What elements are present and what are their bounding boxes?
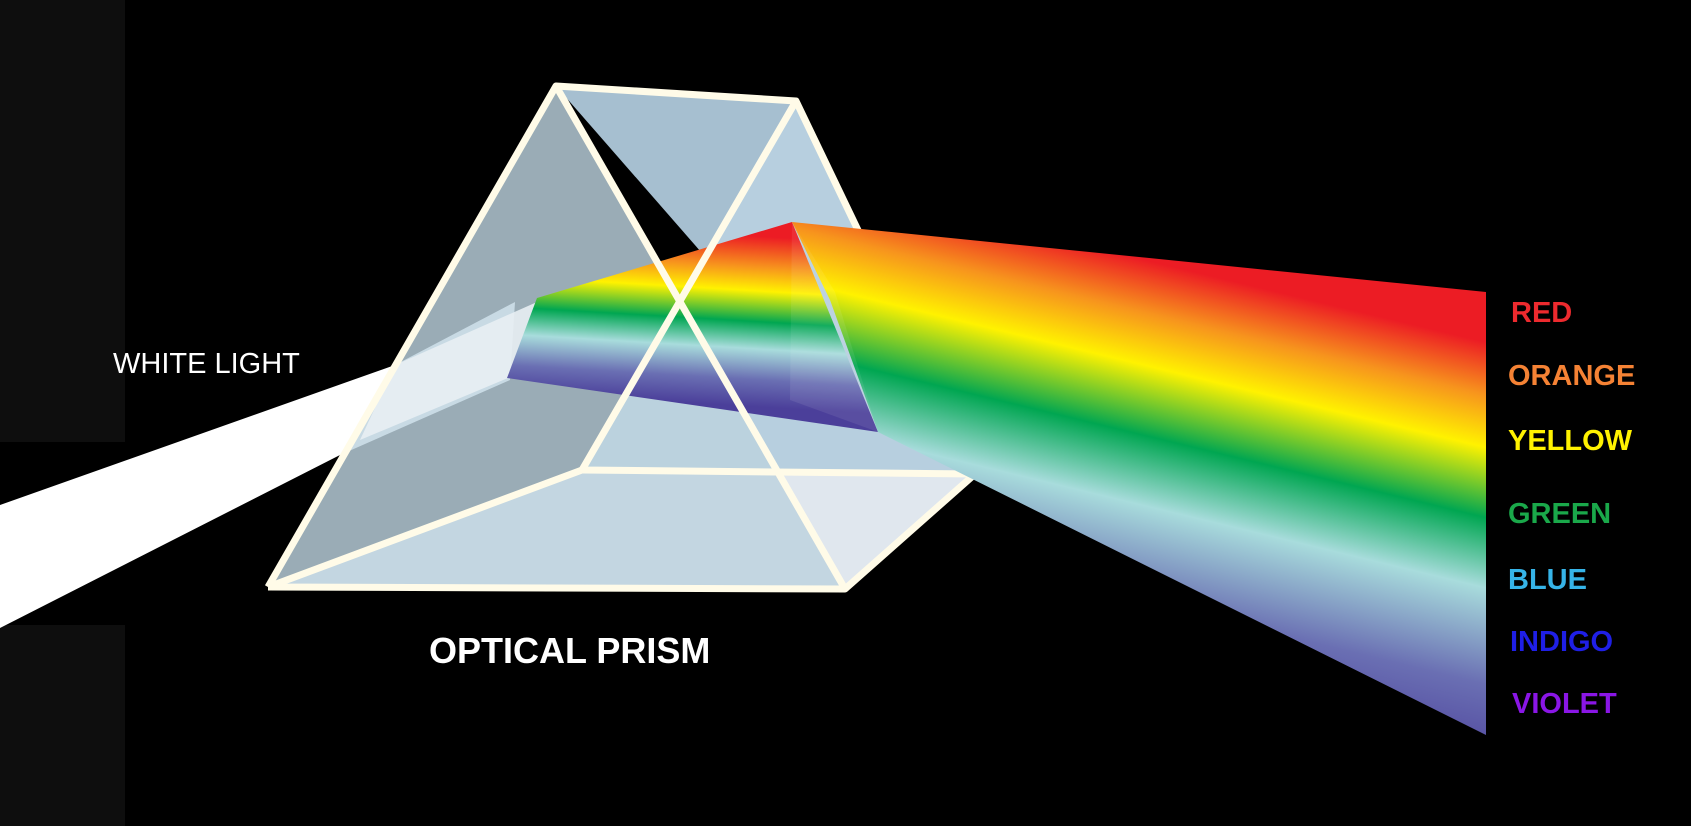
spectrum-label-red: RED — [1511, 297, 1572, 329]
spectrum-label-violet: VIOLET — [1512, 688, 1617, 720]
left-panel-top — [0, 0, 125, 442]
spectrum-label-blue: BLUE — [1508, 564, 1587, 596]
spectrum-labels: RED ORANGE YELLOW GREEN BLUE INDIGO VIOLET — [1508, 297, 1635, 720]
spectrum-label-orange: ORANGE — [1508, 360, 1635, 392]
spectrum-beam-exit-shade — [790, 222, 878, 432]
white-light-inside — [360, 302, 537, 440]
spectrum-label-yellow: YELLOW — [1508, 425, 1633, 457]
optical-prism-label: OPTICAL PRISM — [429, 630, 710, 671]
white-light-label: WHITE LIGHT — [113, 348, 300, 380]
spectrum-label-indigo: INDIGO — [1510, 626, 1613, 658]
left-panel-bottom — [0, 625, 125, 826]
spectrum-label-green: GREEN — [1508, 498, 1611, 530]
spectrum-beam — [792, 222, 1486, 735]
